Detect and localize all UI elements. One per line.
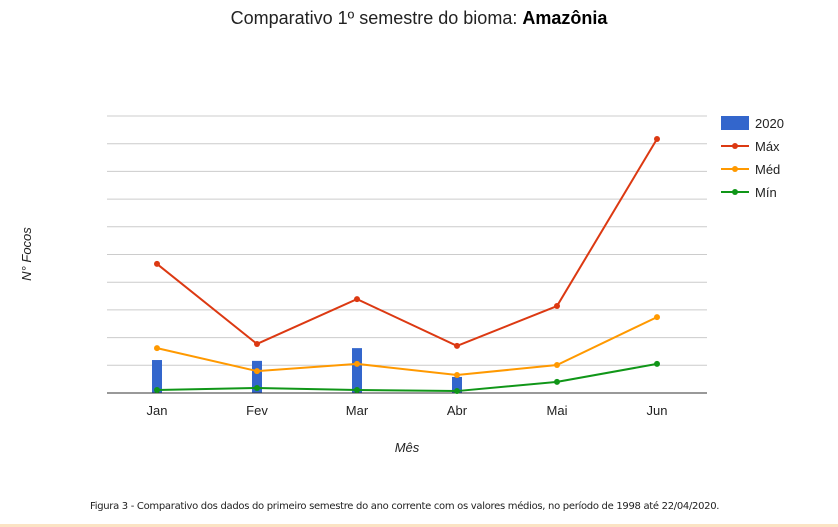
x-tick-label: Abr bbox=[447, 403, 468, 418]
point-Máx-Abr bbox=[454, 342, 460, 349]
bar-2020-Abr bbox=[452, 376, 462, 393]
chart-title: Comparativo 1º semestre do bioma: Amazôn… bbox=[0, 8, 838, 29]
legend-marker-Méd bbox=[732, 166, 738, 172]
point-Máx-Mai bbox=[554, 303, 560, 310]
point-Méd-Mai bbox=[554, 362, 560, 369]
point-Mín-Jan bbox=[154, 386, 160, 393]
point-Mín-Jun bbox=[654, 360, 660, 367]
point-Máx-Jan bbox=[154, 260, 160, 267]
x-tick-label: Fev bbox=[246, 403, 268, 418]
bar-2020-Fev bbox=[252, 360, 262, 393]
point-Méd-Jan bbox=[154, 345, 160, 352]
line-Mín bbox=[156, 362, 658, 393]
title-biome: Amazônia bbox=[522, 8, 608, 28]
legend-label: Méd bbox=[755, 162, 780, 177]
x-tick-label: Mai bbox=[547, 403, 568, 418]
legend-marker-Mín bbox=[732, 189, 738, 195]
figure-caption: Figura 3 - Comparativo dos dados do prim… bbox=[90, 501, 720, 512]
bottom-border bbox=[0, 524, 838, 527]
legend-label: Máx bbox=[755, 139, 780, 154]
point-Mín-Mai bbox=[554, 378, 560, 385]
x-axis-label: Mês bbox=[395, 440, 420, 455]
x-tick-label: Jun bbox=[647, 403, 668, 418]
point-Méd-Fev bbox=[254, 368, 260, 375]
point-Máx-Jun bbox=[654, 135, 660, 142]
bar-2020-Mar bbox=[352, 348, 362, 393]
point-Máx-Fev bbox=[254, 340, 260, 347]
line-Máx bbox=[156, 138, 658, 347]
legend-swatch-2020 bbox=[721, 116, 749, 130]
x-tick-label: Jan bbox=[147, 403, 168, 418]
point-Mín-Abr bbox=[454, 388, 460, 395]
point-Máx-Mar bbox=[354, 296, 360, 303]
bar-2020-Jan bbox=[152, 360, 162, 393]
legend-marker-Máx bbox=[732, 143, 738, 149]
point-Méd-Abr bbox=[454, 371, 460, 378]
legend-label: Mín bbox=[755, 185, 777, 200]
point-Mín-Fev bbox=[254, 385, 260, 392]
point-Méd-Mar bbox=[354, 360, 360, 367]
line-Méd bbox=[156, 316, 658, 377]
y-axis-label: N° Focos bbox=[19, 227, 34, 281]
title-prefix: Comparativo 1º semestre do bioma: bbox=[230, 8, 523, 28]
point-Mín-Mar bbox=[354, 386, 360, 393]
point-Méd-Jun bbox=[654, 314, 660, 321]
legend-label: 2020 bbox=[755, 116, 784, 131]
x-tick-label: Mar bbox=[346, 403, 369, 418]
